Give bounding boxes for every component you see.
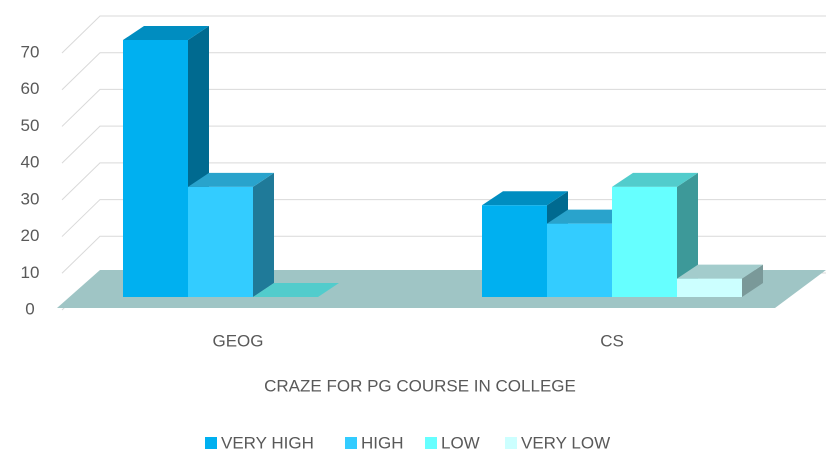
bar-front	[188, 186, 253, 297]
y-tick-label: 50	[21, 116, 40, 135]
grid-line	[61, 52, 826, 91]
bar	[677, 264, 763, 297]
bar	[612, 172, 698, 297]
grid-line	[61, 15, 826, 54]
legend-label: LOW	[441, 433, 480, 452]
y-tick-label: 60	[21, 79, 40, 98]
y-tick-label: 0	[25, 299, 34, 318]
bar	[253, 283, 339, 297]
y-tick-label: 40	[21, 153, 40, 172]
bar-top	[677, 264, 763, 279]
grid-line	[61, 162, 826, 201]
bar-front	[482, 205, 547, 297]
grid-line	[61, 125, 826, 164]
grid-line	[61, 88, 826, 127]
legend-label: VERY HIGH	[221, 433, 314, 452]
bar-top	[547, 209, 633, 224]
bar-top	[253, 283, 339, 297]
legend-swatch	[425, 437, 437, 449]
bar-front	[612, 186, 677, 297]
x-tick-label: CS	[600, 331, 624, 350]
grid-line	[61, 199, 826, 237]
bar-top	[482, 191, 568, 206]
y-tick-label: 30	[21, 189, 40, 208]
bar-top	[612, 172, 698, 187]
bar-top	[188, 172, 274, 187]
y-tick-label: 10	[21, 263, 40, 282]
bar-front	[547, 223, 612, 297]
y-tick-label: 20	[21, 226, 40, 245]
bar-front	[677, 278, 742, 297]
bar-side	[677, 172, 698, 297]
legend-swatch	[345, 437, 357, 449]
bar-front	[123, 40, 188, 297]
legend-swatch	[505, 437, 517, 449]
bar-top	[123, 26, 209, 40]
legend-label: HIGH	[361, 433, 404, 452]
bar-side	[742, 264, 763, 297]
legend-swatch	[205, 437, 217, 449]
legend-label: VERY LOW	[521, 433, 610, 452]
bar	[188, 172, 274, 297]
x-tick-label: GEOG	[212, 331, 263, 350]
bar-side	[253, 172, 274, 297]
y-tick-label: 70	[21, 42, 40, 61]
x-axis-title: CRAZE FOR PG COURSE IN COLLEGE	[264, 376, 576, 395]
